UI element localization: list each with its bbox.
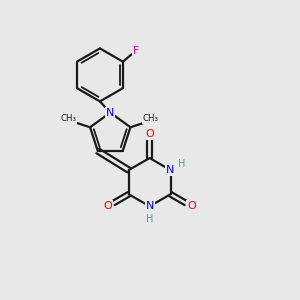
Text: O: O (187, 201, 196, 211)
Text: N: N (166, 165, 175, 175)
Text: CH₃: CH₃ (60, 114, 76, 123)
Text: H: H (146, 214, 153, 224)
Text: CH₃: CH₃ (142, 114, 158, 123)
Text: N: N (146, 201, 154, 211)
Text: O: O (145, 129, 154, 139)
Text: F: F (133, 46, 139, 56)
Text: N: N (106, 108, 114, 118)
Text: O: O (103, 201, 112, 211)
Text: H: H (178, 159, 185, 169)
